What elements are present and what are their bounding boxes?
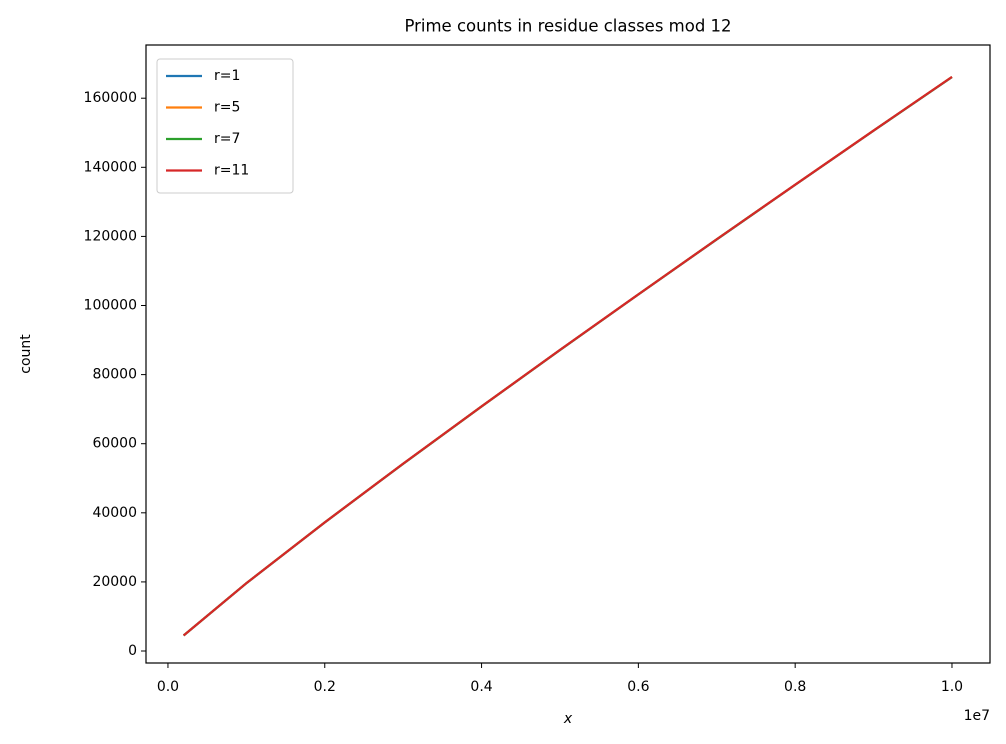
x-tick-label: 0.2 — [314, 679, 336, 695]
series-line — [182, 76, 953, 637]
y-tick-label: 0 — [128, 643, 137, 659]
x-tick-label: 0.6 — [627, 679, 649, 695]
y-tick-label: 60000 — [92, 436, 137, 452]
series-line — [182, 76, 953, 637]
x-axis-label: x — [563, 711, 573, 727]
y-tick-label: 120000 — [84, 228, 137, 244]
y-tick-label: 40000 — [92, 505, 137, 521]
legend-label: r=1 — [214, 68, 240, 84]
legend-box — [156, 58, 294, 194]
y-tick-label: 140000 — [84, 159, 137, 175]
series-line — [182, 76, 953, 637]
x-tick-label: 0.0 — [157, 679, 179, 695]
x-tick-label: 0.8 — [784, 679, 806, 695]
legend-label: r=7 — [214, 131, 240, 147]
y-tick-label: 20000 — [92, 574, 137, 590]
y-tick-label: 160000 — [84, 90, 137, 106]
y-tick-label: 80000 — [92, 367, 137, 383]
x-tick-label: 0.4 — [470, 679, 492, 695]
legend-label: r=5 — [214, 100, 240, 116]
y-tick-label: 100000 — [84, 298, 137, 314]
y-axis-label: count — [18, 334, 34, 374]
plot-frame — [145, 44, 991, 664]
legend-label: r=11 — [214, 163, 249, 179]
series-line — [182, 75, 953, 637]
x-offset-label: 1e7 — [964, 708, 990, 724]
x-tick-label: 1.0 — [941, 679, 963, 695]
chart-title: Prime counts in residue classes mod 12 — [404, 17, 731, 36]
